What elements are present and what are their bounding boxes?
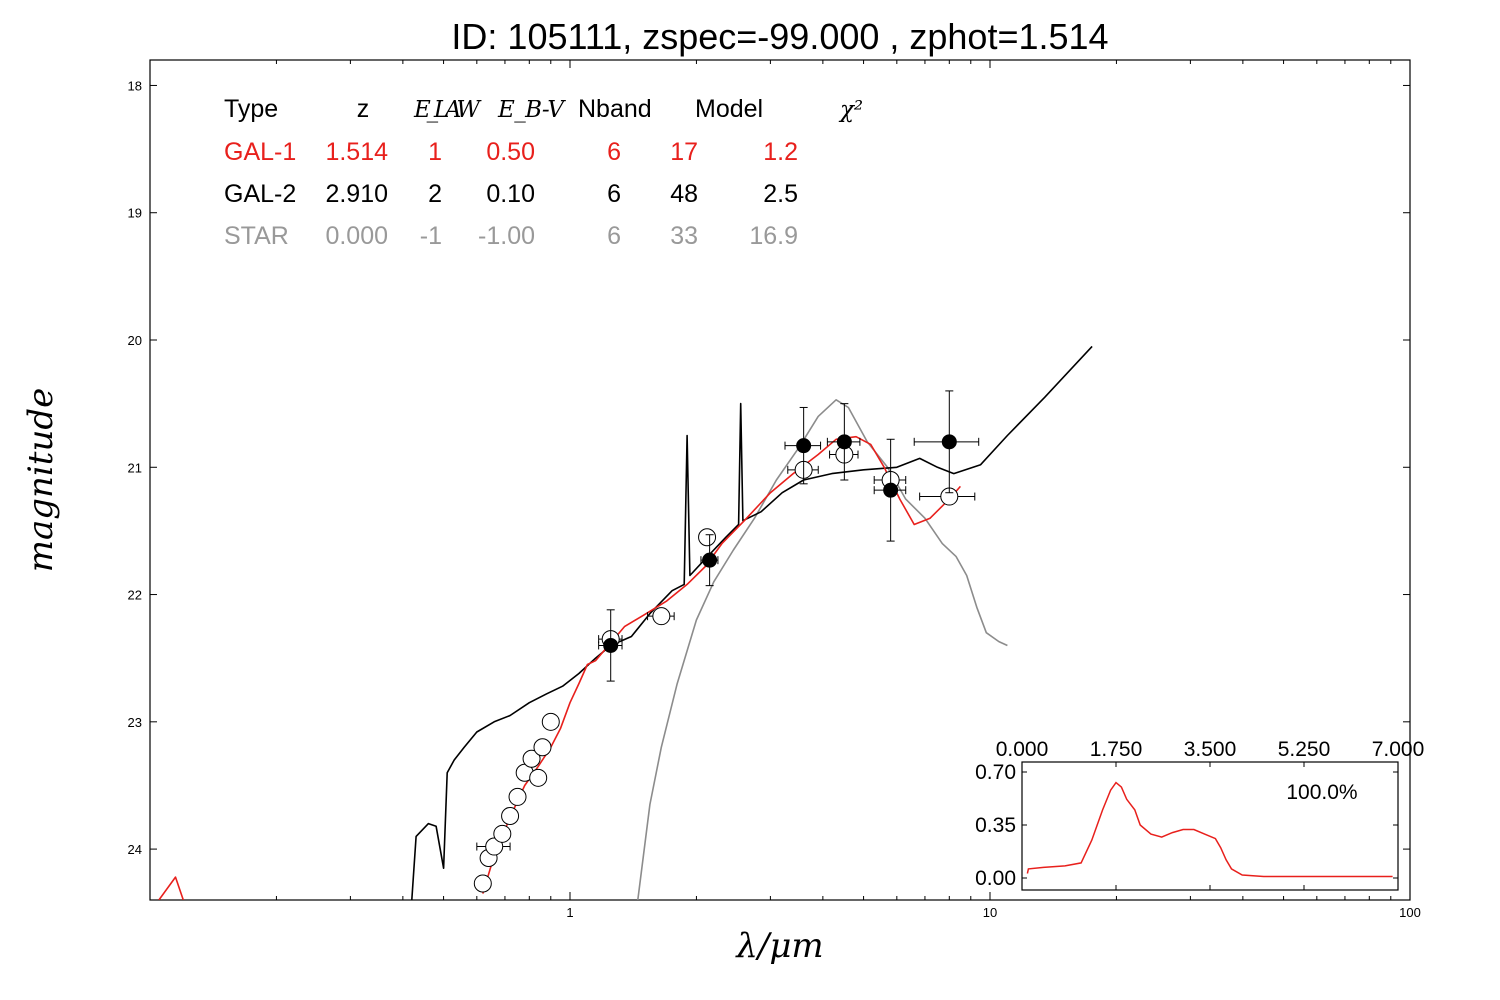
table-cell-chi2: 1.2	[763, 138, 798, 166]
table-cell-type: STAR	[224, 222, 289, 250]
pdz-inset: 0.000 1.750 3.500 5.250 7.000 0.70 0.35 0.00 100…	[975, 738, 1425, 891]
table-header: Nband	[578, 95, 652, 123]
table-cell-ebv: 0.50	[486, 138, 535, 166]
model-point	[533, 738, 552, 757]
observed-point	[702, 552, 718, 568]
inset-y-tick-label: 0.70	[975, 761, 1016, 784]
model-point	[493, 824, 512, 843]
plot-frame	[149, 59, 1411, 901]
fit-table: Type z Nband Model E_LAW E_B-V χ² GAL-1 1.514 1 0.…	[224, 95, 863, 250]
observed-point	[836, 434, 852, 450]
y-tick-label: 21	[128, 460, 142, 475]
x-axis: 1 10 100	[275, 60, 1421, 920]
model-point	[522, 749, 541, 768]
sed-star-curve	[637, 399, 1008, 900]
table-header-chi2: χ²	[838, 97, 863, 123]
table-cell-ebv: -1.00	[478, 222, 535, 250]
sed-curves	[158, 345, 1093, 900]
y-tick-label: 22	[128, 588, 142, 603]
model-point	[508, 787, 527, 806]
table-cell-ebv: 0.10	[486, 180, 535, 208]
table-header-ebv: E_B-V	[497, 97, 566, 123]
model-point	[501, 807, 520, 825]
table-cell-elaw: 2	[428, 180, 442, 208]
table-cell-type: GAL-2	[224, 180, 296, 208]
inset-y-tick-label: 0.00	[975, 867, 1016, 890]
model-point	[541, 712, 560, 731]
table-cell-chi2: 16.9	[749, 222, 798, 250]
table-cell-z: 1.514	[325, 138, 388, 166]
observed-point	[796, 438, 812, 454]
table-header-elaw: E_LAW	[413, 97, 482, 123]
observed-point	[603, 637, 619, 653]
table-cell-model: 17	[670, 138, 698, 166]
table-header: z	[357, 95, 370, 123]
sed-gal1-curve	[482, 435, 962, 894]
model-point	[485, 837, 504, 856]
inset-x-tick-label: 0.000	[996, 738, 1049, 761]
y-tick-label: 19	[128, 206, 142, 221]
table-cell-nband: 6	[607, 138, 621, 166]
inset-x-tick-label: 1.750	[1090, 738, 1143, 761]
sed-gal1-uv-curve	[158, 876, 185, 900]
inset-x-tick-label: 3.500	[1184, 738, 1237, 761]
x-tick-label: 100	[1399, 905, 1421, 920]
y-tick-label: 20	[128, 333, 142, 348]
table-cell-nband: 6	[607, 222, 621, 250]
model-point	[698, 528, 717, 547]
y-tick-label: 18	[128, 78, 142, 93]
table-cell-nband: 6	[607, 180, 621, 208]
x-tick-label: 10	[983, 905, 997, 920]
table-cell-z: 2.910	[325, 180, 388, 208]
inset-x-tick-label: 5.250	[1278, 738, 1331, 761]
inset-frame	[1021, 761, 1399, 891]
photometry-points	[473, 390, 980, 893]
inset-y-tick-label: 0.35	[975, 814, 1016, 837]
y-tick-label: 24	[128, 842, 142, 857]
table-cell-z: 0.000	[325, 222, 388, 250]
observed-point	[883, 482, 899, 498]
table-cell-model: 48	[670, 180, 698, 208]
table-header: Type	[224, 95, 278, 123]
y-axis-label: magnitude	[21, 388, 61, 573]
pdz-annotation: 100.0%	[1286, 781, 1357, 804]
sed-gal2-curve	[411, 345, 1093, 900]
x-tick-label: 1	[566, 905, 573, 920]
table-cell-type: GAL-1	[224, 138, 296, 166]
observed-point	[941, 434, 957, 450]
y-tick-label: 23	[128, 715, 142, 730]
inset-x-tick-label: 7.000	[1372, 738, 1425, 761]
x-axis-label: λ/μm	[734, 926, 823, 966]
table-cell-chi2: 2.5	[763, 180, 798, 208]
model-point	[652, 607, 671, 626]
pdz-curve	[1026, 781, 1393, 878]
table-cell-elaw: -1	[420, 222, 442, 250]
table-cell-elaw: 1	[428, 138, 442, 166]
model-point	[529, 768, 548, 787]
table-header: Model	[695, 95, 763, 123]
table-cell-model: 33	[670, 222, 698, 250]
chart-title: ID: 105111, zspec=-99.000 , zphot=1.514	[451, 16, 1109, 57]
model-point	[473, 874, 492, 893]
